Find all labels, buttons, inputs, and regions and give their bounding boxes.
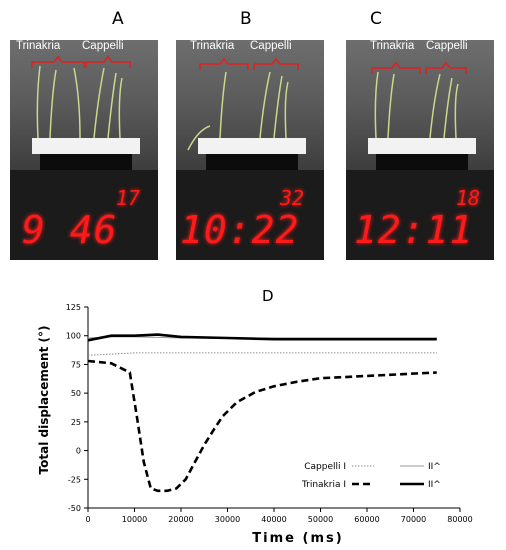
led-display	[176, 170, 324, 260]
y-tick-label: 50	[71, 389, 81, 398]
led-display	[346, 170, 494, 260]
seconds-readout: 17	[116, 186, 141, 210]
y-tick-label: 75	[71, 360, 81, 369]
photo-panel-c: Trinakria Cappelli 18 12:11	[346, 40, 494, 260]
time-readout: 12:11	[354, 208, 474, 252]
x-axis-label: Time (ms)	[252, 531, 343, 546]
y-tick-label: 0	[76, 447, 81, 456]
x-tick-label: 50000	[308, 515, 333, 524]
series-line-0	[87, 352, 437, 356]
seconds-readout: 18	[456, 186, 481, 210]
seed-tray	[368, 138, 476, 154]
y-tick-label: 125	[66, 303, 81, 312]
x-tick-label: 60000	[354, 515, 379, 524]
label-cappelli: Cappelli	[426, 40, 468, 52]
y-axis-label: Total displacement (°)	[37, 326, 51, 475]
x-tick-label: 40000	[261, 515, 286, 524]
legend-label: II^	[428, 480, 441, 490]
chart-series	[87, 333, 437, 493]
photo-panel-a: Trinakria Cappelli 17 9 46	[10, 40, 158, 260]
bracket-shapes	[31, 55, 131, 68]
bracket-shapes	[371, 61, 467, 74]
bracket-shapes	[199, 57, 299, 70]
time-readout: 10:22	[180, 208, 300, 252]
panel-letter-a: A	[112, 9, 124, 29]
panel-letter-d: D	[262, 287, 274, 305]
plant-drawing	[187, 57, 299, 151]
y-tick-label: 100	[66, 332, 81, 341]
pot-block	[206, 154, 298, 174]
plant-drawing	[371, 61, 467, 139]
seed-tray	[32, 138, 140, 154]
pot-block	[40, 154, 132, 174]
y-tick-label: 25	[71, 418, 81, 427]
legend-label: II^	[428, 462, 441, 472]
y-tick-label: -50	[68, 504, 81, 513]
chart-legend: Cappelli I Trinakria I II^ II^	[301, 462, 441, 490]
label-cappelli: Cappelli	[82, 40, 124, 52]
pot-block	[376, 154, 468, 174]
y-tick-label: -25	[68, 475, 81, 484]
label-trinakria: Trinakria	[16, 40, 61, 52]
photo-panel-b: Trinakria Cappelli 32 10:22	[176, 40, 324, 260]
x-tick-label: 20000	[168, 515, 193, 524]
x-tick-label: 30000	[215, 515, 240, 524]
x-tick-label: 10000	[122, 515, 147, 524]
x-tick-label: 70000	[401, 515, 426, 524]
label-cappelli: Cappelli	[250, 40, 292, 52]
legend-label: Trinakria I	[301, 480, 346, 490]
label-trinakria: Trinakria	[370, 40, 415, 52]
series-line-3	[87, 333, 437, 342]
legend-label: Cappelli I	[304, 462, 346, 472]
label-trinakria: Trinakria	[190, 40, 235, 52]
time-readout: 9 46	[22, 208, 118, 252]
seed-tray	[198, 138, 306, 154]
series-line-2	[87, 359, 437, 493]
plant-drawing	[31, 55, 131, 139]
chart-axes: 125 100 75 50 25 0 -25 -50 0 10000 20000 30000 40000…	[66, 303, 473, 524]
seconds-readout: 32	[280, 186, 305, 210]
x-tick-label: 0	[85, 515, 90, 524]
panel-letter-b: B	[240, 9, 252, 29]
x-tick-label: 80000	[447, 515, 472, 524]
led-display	[10, 170, 158, 260]
panel-letter-c: C	[370, 9, 382, 29]
